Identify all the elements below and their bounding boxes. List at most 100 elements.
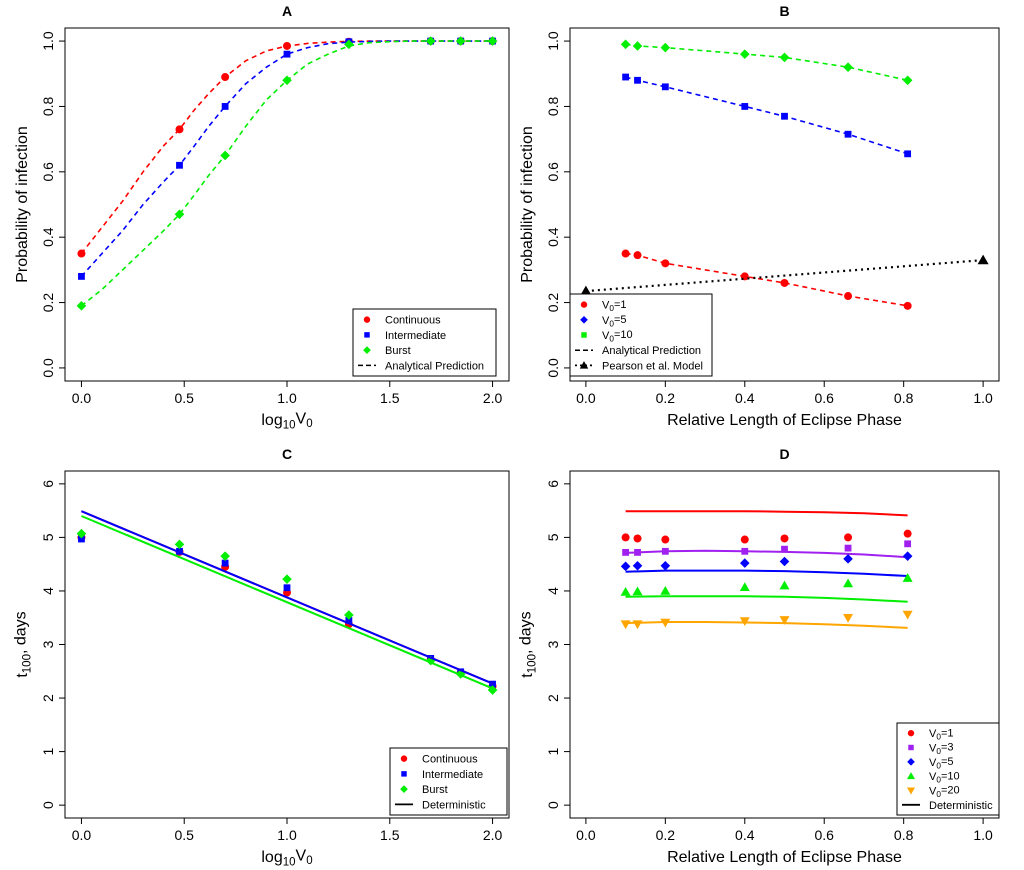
data-point [175, 125, 184, 134]
legend: Continuous Intermediate Burst Analytical Pr… [352, 308, 497, 377]
y-tick-label: 0.4 [545, 227, 561, 247]
x-axis-label: log10V0 [261, 848, 312, 869]
y-tick-label: 5 [545, 533, 561, 541]
y-axis-label: Probability of infection [519, 126, 536, 283]
data-point [487, 36, 498, 46]
data-point [176, 161, 183, 169]
data-point [76, 301, 87, 311]
x-tick-label: 0.2 [656, 390, 676, 406]
x-tick-label: 0.5 [174, 827, 194, 843]
data-point [220, 150, 230, 161]
y-axis-label: t100, days [518, 611, 539, 677]
y-tick-label: 4 [545, 587, 561, 595]
x-tick-label: 0.0 [576, 827, 596, 843]
data-point [977, 254, 989, 265]
legend-marker [363, 346, 371, 354]
series-line [625, 549, 908, 559]
x-tick-label: 2.0 [483, 390, 503, 406]
data-point [344, 39, 354, 50]
x-tick-label: 2.0 [483, 827, 503, 843]
data-point [77, 249, 86, 258]
y-tick-label: 5 [40, 533, 56, 541]
data-point [661, 259, 670, 268]
legend-label: Continuous [385, 315, 441, 327]
data-point [633, 251, 642, 260]
data-point [621, 533, 630, 542]
data-point [621, 249, 630, 258]
data-point [283, 584, 291, 592]
data-point [739, 582, 750, 591]
legend-label: V0=10 [602, 329, 633, 343]
data-point [620, 620, 631, 630]
panel-title: B [779, 3, 789, 19]
legend-label: Analytical Prediction [602, 345, 701, 357]
x-tick-label: 1.5 [380, 390, 400, 406]
series-line [81, 510, 493, 685]
data-point [283, 50, 291, 58]
data-point [903, 529, 912, 538]
legend-label: Pearson et al. Model [602, 360, 703, 372]
plot-area [76, 36, 498, 311]
legend-label: Continuous [422, 754, 478, 766]
x-tick-label: 1.0 [277, 827, 297, 843]
y-tick-label: 0 [40, 801, 56, 809]
data-point [620, 587, 631, 596]
panel-title: A [282, 3, 292, 19]
y-tick-label: 1.0 [40, 31, 56, 51]
x-tick-label: 0.0 [72, 827, 92, 843]
data-point [633, 534, 642, 543]
y-tick-label: 0.0 [545, 358, 561, 378]
x-tick-label: 1.0 [277, 390, 297, 406]
legend-label: Intermediate [422, 769, 483, 781]
legend-marker [579, 361, 589, 369]
data-point [843, 554, 853, 564]
data-point [843, 578, 854, 588]
data-point [221, 559, 229, 567]
data-point [661, 83, 669, 91]
legend-marker [580, 315, 588, 324]
data-point [632, 41, 643, 51]
y-tick-label: 0.0 [40, 358, 56, 378]
data-point [632, 560, 643, 571]
y-tick-label: 3 [545, 640, 561, 648]
series-line [80, 40, 493, 307]
data-point [902, 551, 913, 561]
x-axis-label: log10V0 [261, 411, 312, 432]
x-tick-label: 0.6 [814, 390, 834, 406]
data-point [580, 285, 592, 296]
data-point [78, 535, 85, 543]
y-tick-label: 3 [40, 640, 56, 648]
data-point [78, 273, 85, 280]
legend-box [896, 722, 1000, 816]
data-point [739, 49, 750, 59]
data-point [739, 617, 750, 626]
series-line [80, 40, 493, 277]
data-point [455, 36, 466, 46]
panel-a: A 0.0 0.5 1.0 1.5 2.0 0.0 0.2 0.4 0.6 0.8 1.0 log10V… [14, 3, 510, 432]
y-tick-label: 0 [545, 801, 561, 809]
x-tick-label: 1.0 [973, 827, 993, 843]
panel-title: D [779, 446, 789, 462]
data-point [632, 620, 643, 630]
legend-label: Deterministic [929, 800, 993, 812]
y-tick-label: 0.6 [40, 162, 56, 182]
data-point [282, 75, 292, 86]
legend-label: Burst [385, 345, 411, 357]
x-tick-label: 0.0 [72, 390, 92, 406]
data-point [779, 52, 790, 63]
y-tick-label: 6 [545, 480, 561, 488]
y-tick-label: 2 [545, 694, 561, 702]
data-point [622, 548, 630, 556]
y-axis-label: t100, days [13, 611, 34, 677]
legend-label: Intermediate [385, 330, 446, 342]
y-tick-label: 1 [545, 747, 561, 755]
legend-label: V0=1 [602, 299, 626, 313]
data-point [843, 613, 854, 623]
data-point [282, 574, 292, 584]
legend-box [352, 308, 497, 377]
data-point [779, 556, 790, 567]
x-tick-label: 1.0 [973, 390, 993, 406]
data-point [220, 551, 230, 561]
legend-box [569, 293, 713, 377]
